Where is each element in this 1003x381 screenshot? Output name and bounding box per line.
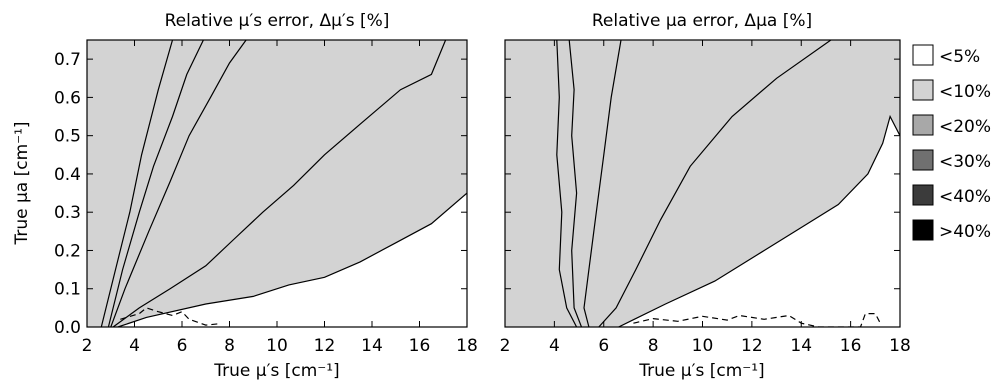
legend-label: <40% bbox=[939, 187, 991, 207]
mua-x-tick-label: 6 bbox=[598, 336, 609, 356]
mua-contour-line-2 bbox=[583, 40, 622, 327]
legend-label: <20% bbox=[939, 117, 991, 137]
mua-x-tick-label: 16 bbox=[840, 336, 862, 356]
legend-label: <30% bbox=[939, 152, 991, 172]
legend-swatch bbox=[912, 114, 934, 136]
mua-contour-line-3 bbox=[598, 40, 832, 327]
mua-error-x-label: True μ′s [cm⁻¹] bbox=[638, 361, 764, 381]
legend-swatch bbox=[912, 44, 934, 66]
mus-error-y-label: True μa [cm⁻¹] bbox=[12, 121, 32, 245]
mua-error-title: Relative μa error, Δμa [%] bbox=[592, 11, 812, 31]
mua-error-regions bbox=[505, 40, 900, 327]
mus-y-tick-label: 0.3 bbox=[54, 203, 81, 223]
legend: <5% <10% <20% <30% <40% >40% bbox=[912, 44, 991, 242]
mus-x-tick-label: 8 bbox=[224, 336, 235, 356]
mua-x-tick-label: 4 bbox=[549, 336, 560, 356]
mua-x-tick-label: 14 bbox=[790, 336, 812, 356]
mus-y-tick-label: 0.1 bbox=[54, 280, 81, 300]
mus-x-tick-label: 16 bbox=[409, 336, 431, 356]
mua-error-panel: 2 4 6 8 10 12 14 16 18 Relative μa error, Δμa [%… bbox=[500, 11, 911, 381]
mus-contour-line-3 bbox=[112, 40, 447, 327]
legend-swatch bbox=[912, 219, 934, 241]
mus-y-tick-label: 0.2 bbox=[54, 241, 81, 261]
legend-swatch bbox=[912, 79, 934, 101]
mus-y-tick-label: 0.0 bbox=[54, 318, 81, 338]
legend-label: >40% bbox=[939, 222, 991, 242]
mus-error-y-axis: 0.0 0.1 0.2 0.3 0.4 0.5 0.6 0.7 bbox=[54, 50, 467, 338]
mua-contour-line-4 bbox=[618, 114, 900, 327]
mua-x-tick-label: 2 bbox=[500, 336, 511, 356]
mua-contour-line-5 bbox=[633, 313, 881, 327]
mus-contour-line-5 bbox=[120, 307, 218, 326]
mus-contour-line-0 bbox=[100, 40, 174, 327]
mus-error-panel: 2 4 6 8 10 12 14 16 18 0.00.10.20.30.40.50.60.7 … bbox=[12, 11, 478, 381]
mua-x-tick-label: 12 bbox=[741, 336, 763, 356]
mus-x-tick-label: 2 bbox=[82, 336, 93, 356]
mua-error-x-axis: 2 4 6 8 10 12 14 16 18 bbox=[500, 40, 911, 356]
mua-contour-line-1 bbox=[568, 40, 583, 327]
mus-contour-line-1 bbox=[107, 40, 204, 327]
mus-x-tick-label: 10 bbox=[266, 336, 288, 356]
mus-contour-line-2 bbox=[110, 40, 247, 327]
mus-y-tick-label: 0.7 bbox=[54, 50, 81, 70]
mua-x-tick-label: 10 bbox=[692, 336, 714, 356]
mus-x-tick-label: 4 bbox=[129, 336, 140, 356]
legend-swatch bbox=[912, 149, 934, 171]
mua-contour-line-0 bbox=[556, 40, 578, 327]
legend-swatch bbox=[912, 184, 934, 206]
mus-error-x-label: True μ′s [cm⁻¹] bbox=[213, 361, 339, 381]
mus-x-tick-label: 14 bbox=[361, 336, 383, 356]
legend-label: <5% bbox=[939, 47, 980, 67]
mus-error-x-axis: 2 4 6 8 10 12 14 16 18 bbox=[82, 40, 478, 356]
mus-y-tick-label: 0.4 bbox=[54, 165, 81, 185]
mua-x-tick-label: 18 bbox=[889, 336, 911, 356]
mua-error-y-axis bbox=[505, 58, 900, 328]
mus-y-tick-label: 0.5 bbox=[54, 127, 81, 147]
mus-contour-line-4 bbox=[117, 192, 467, 327]
mus-x-tick-label: 6 bbox=[177, 336, 188, 356]
legend-label: <10% bbox=[939, 82, 991, 102]
mus-error-regions bbox=[87, 40, 467, 327]
mua-region-10 bbox=[505, 40, 900, 327]
mus-x-tick-label: 18 bbox=[456, 336, 478, 356]
mus-x-tick-label: 12 bbox=[314, 336, 336, 356]
mua-x-tick-label: 8 bbox=[648, 336, 659, 356]
mus-y-tick-label: 0.6 bbox=[54, 88, 81, 108]
mus-error-title: Relative μ′s error, Δμ′s [%] bbox=[165, 11, 390, 31]
